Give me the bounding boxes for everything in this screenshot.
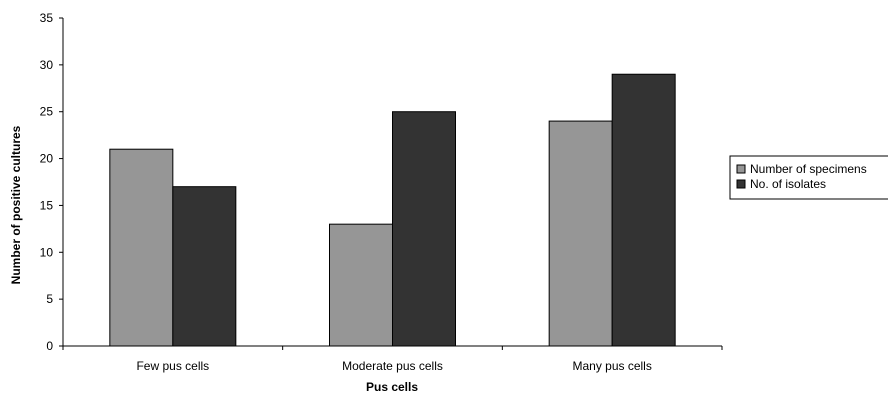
x-axis-title: Pus cells [366,380,418,394]
bar [172,186,237,347]
bar [329,223,393,347]
x-tick-label: Few pus cells [136,359,209,373]
y-tick-label: 15 [40,198,54,212]
legend-box [729,155,888,200]
y-tick-label: 30 [40,58,54,72]
legend-swatch [736,179,746,189]
legend-label: No. of isolates [750,177,826,191]
x-tick-label: Many pus cells [572,359,651,373]
x-tick-label: Moderate pus cells [342,359,443,373]
y-axis-title: Number of positive cultures [9,125,23,284]
bar [109,148,174,347]
y-tick-label: 20 [40,152,54,166]
plot-area: 0 5 10 15 20 25 30 35 Few pus cells Moderate pus … [40,11,723,373]
y-tick-label: 0 [46,339,53,353]
y-tick-label: 25 [40,105,54,119]
bar [392,111,456,347]
bar [611,73,676,347]
y-tick-label: 5 [46,292,53,306]
legend-label: Number of specimens [750,162,867,176]
y-tick-label: 10 [40,245,54,259]
y-tick-label: 35 [40,11,54,25]
bar [548,120,613,347]
legend-swatch [736,164,746,174]
